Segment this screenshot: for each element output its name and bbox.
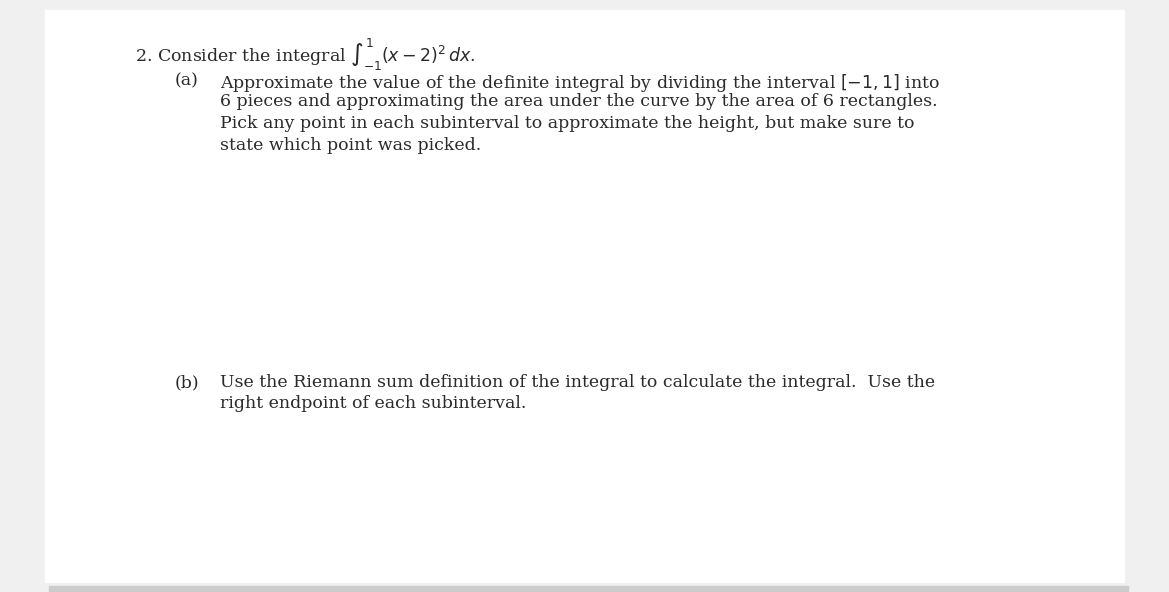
Text: Use the Riemann sum definition of the integral to calculate the integral.  Use t: Use the Riemann sum definition of the in… bbox=[220, 374, 935, 391]
Text: Pick any point in each subinterval to approximate the height, but make sure to: Pick any point in each subinterval to ap… bbox=[220, 115, 914, 132]
Text: 2. Consider the integral $\int_{-1}^{1}(x-2)^2\,dx$.: 2. Consider the integral $\int_{-1}^{1}(… bbox=[134, 37, 476, 73]
Text: Approximate the value of the definite integral by dividing the interval $[-1,1]$: Approximate the value of the definite in… bbox=[220, 72, 940, 94]
Bar bbox=[44, 10, 1125, 582]
Text: (a): (a) bbox=[175, 72, 199, 89]
Text: 6 pieces and approximating the area under the curve by the area of 6 rectangles.: 6 pieces and approximating the area unde… bbox=[220, 94, 938, 111]
Text: right endpoint of each subinterval.: right endpoint of each subinterval. bbox=[220, 395, 526, 413]
Text: (b): (b) bbox=[175, 374, 200, 391]
Text: state which point was picked.: state which point was picked. bbox=[220, 137, 482, 153]
